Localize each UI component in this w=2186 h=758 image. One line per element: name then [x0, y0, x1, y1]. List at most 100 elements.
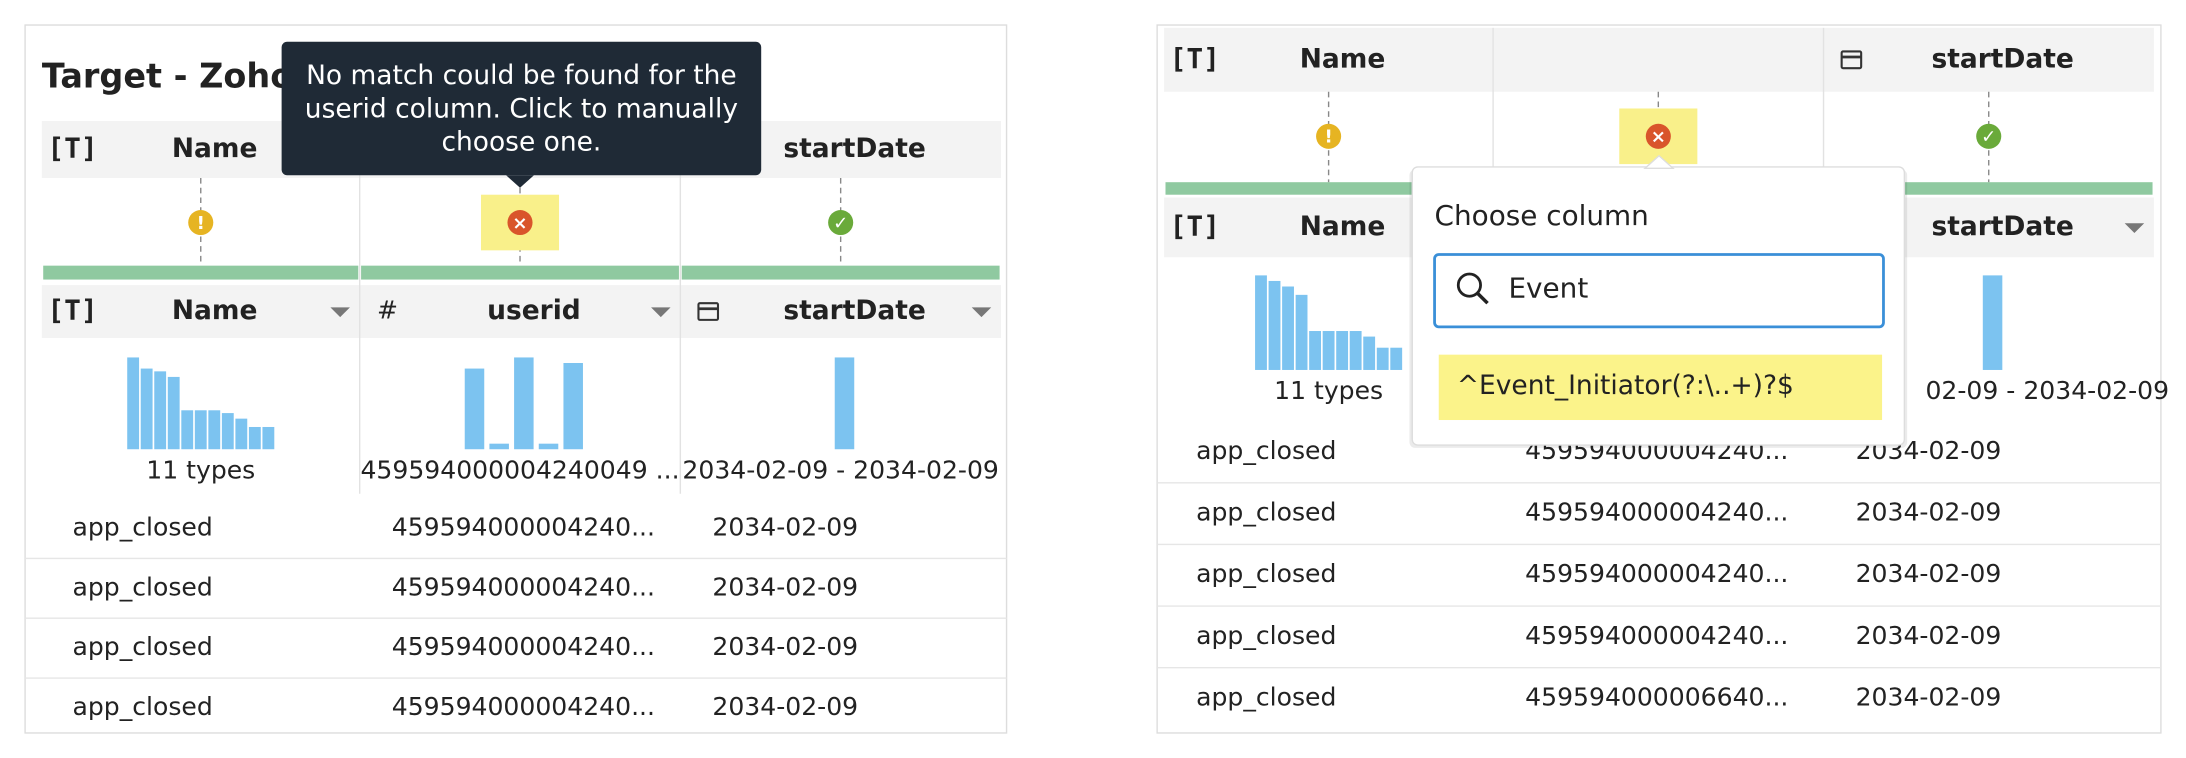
cell: app_closed [1196, 436, 1336, 465]
cell: 459594000004240... [392, 513, 655, 542]
match-bar [43, 265, 359, 280]
cell: app_closed [1196, 498, 1336, 527]
calendar-icon [697, 302, 720, 321]
histogram-bar [538, 443, 559, 450]
histogram-bar [181, 410, 194, 450]
cell: 459594000004240... [1525, 559, 1788, 588]
cell: 459594000004240... [392, 692, 655, 721]
popup-pointer [1643, 154, 1675, 169]
histogram-bar [235, 418, 248, 450]
calendar-icon [1840, 50, 1863, 70]
cell: app_closed [72, 513, 212, 542]
histogram-bar [1255, 275, 1267, 370]
histogram-bar [1268, 280, 1281, 370]
histogram-bar [154, 371, 167, 450]
option[interactable]: ^Event_Initiator(?:\..+)?$ [1457, 370, 1794, 401]
histogram-bar [1349, 331, 1362, 370]
status-warning [188, 210, 214, 236]
histogram-bar [140, 368, 153, 450]
status-error[interactable] [507, 210, 533, 236]
mapping-header-label: Name [172, 133, 258, 164]
dropdown-arrow[interactable] [330, 307, 350, 318]
column-header-label: Name [1300, 211, 1386, 242]
cell: 459594000004240... [392, 632, 655, 661]
histogram-bar [563, 363, 583, 450]
cell: 459594000006640... [1525, 682, 1788, 711]
cell: 2034-02-09 [1856, 682, 2002, 711]
mapping-header [1164, 27, 2154, 92]
column-summary: 459594000004240049 ... [360, 456, 679, 485]
histogram-bar [208, 410, 221, 450]
histogram-bar [1982, 275, 2003, 370]
cell: app_closed [1196, 559, 1336, 588]
cell: app_closed [72, 572, 212, 601]
column-header-label: startDate [783, 295, 925, 326]
histogram-bar [1282, 286, 1294, 370]
histogram-bar [127, 357, 140, 450]
cell: 2034-02-09 [1856, 498, 2002, 527]
cell: 2034-02-09 [1856, 559, 2002, 588]
cell: 2034-02-09 [712, 692, 858, 721]
tooltip-text: userid column. Click to manually [305, 93, 738, 124]
column-header [41, 285, 1001, 338]
tooltip-pointer [506, 175, 534, 188]
icon: ! [197, 213, 205, 234]
column-header-label: userid [487, 295, 581, 326]
icon: ✓ [1981, 127, 1996, 148]
match-bar [1824, 182, 2153, 195]
histogram-bar [248, 426, 261, 450]
histogram-bar [834, 357, 855, 450]
cell: 2034-02-09 [712, 513, 858, 542]
cell: 2034-02-09 [712, 632, 858, 661]
match-bar [361, 265, 679, 280]
column-summary: 2034-02-09 - 2034-02-09 [682, 456, 998, 485]
mapping-header-label: startDate [783, 133, 925, 164]
tooltip-text: choose one. [441, 127, 601, 158]
search-icon [1476, 292, 1489, 305]
histogram-bar [1336, 331, 1349, 370]
column-summary: 02-09 - 2034-02-09 [1925, 376, 2169, 405]
panel-title: Target - Zoho C [42, 56, 330, 95]
column-summary: 11 types [146, 456, 255, 485]
histogram-bar [514, 357, 534, 450]
histogram-bar [1309, 331, 1322, 370]
dropdown-arrow[interactable] [971, 307, 992, 318]
column-summary: 11 types [1274, 376, 1383, 405]
cell: 459594000004240... [1525, 498, 1788, 527]
icon: ! [1324, 127, 1332, 148]
status-warning [1316, 123, 1342, 149]
cell: app_closed [72, 632, 212, 661]
icon: × [1651, 127, 1666, 148]
search-input[interactable] [1433, 253, 1885, 329]
option-highlight[interactable] [1438, 354, 1883, 421]
histogram-bar [221, 413, 234, 450]
status-error[interactable] [1645, 123, 1671, 149]
column-header-label: startDate [1931, 211, 2073, 242]
icon: [T] [47, 294, 97, 327]
popup-title: Choose column [1435, 199, 1649, 232]
mapping-header-label: Name [1300, 43, 1386, 74]
histogram-bar [1376, 347, 1389, 370]
status-ok [828, 210, 854, 236]
match-bar [681, 265, 1000, 280]
icon: [T] [1170, 209, 1220, 242]
column-header-label: Name [172, 295, 258, 326]
histogram-bar [464, 368, 485, 450]
cell: app_closed [72, 692, 212, 721]
cell: 459594000004240... [392, 572, 655, 601]
histogram-bar [1322, 331, 1335, 370]
cell: app_closed [1196, 621, 1336, 650]
dropdown-arrow[interactable] [2124, 223, 2145, 233]
histogram-bar [167, 376, 180, 450]
search-icon [1456, 272, 1482, 298]
icon: # [377, 296, 398, 325]
icon: [T] [47, 132, 97, 165]
tooltip-text: No match could be found for the [306, 60, 737, 91]
histogram-bar [489, 443, 509, 450]
icon: × [512, 213, 527, 234]
histogram-bar [262, 426, 275, 450]
dropdown-arrow[interactable] [651, 307, 671, 318]
cell: 459594000004240... [1525, 621, 1788, 650]
